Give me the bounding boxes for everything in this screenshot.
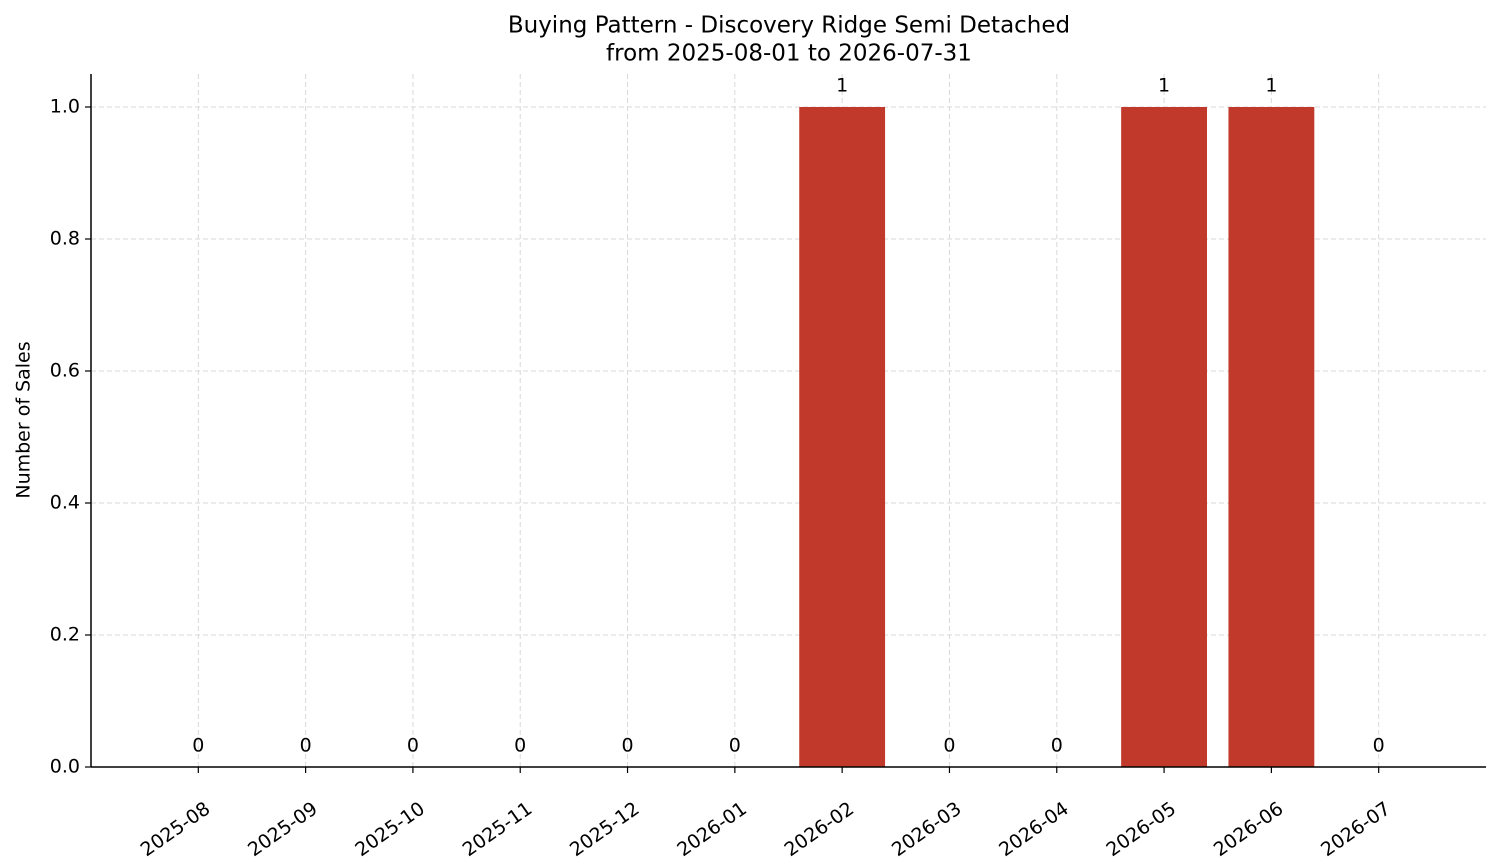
data-label: 0 xyxy=(1373,735,1385,757)
x-tick-label: 2026-05 xyxy=(1102,798,1180,862)
bar xyxy=(799,107,886,767)
data-label: 0 xyxy=(407,735,419,757)
x-tick-label: 2025-09 xyxy=(244,798,322,862)
data-label: 0 xyxy=(1051,735,1063,757)
data-label: 1 xyxy=(1158,75,1170,97)
x-tick-label: 2026-04 xyxy=(995,798,1073,862)
y-axis-label: Number of Sales xyxy=(13,341,35,498)
x-tick-label: 2026-02 xyxy=(781,798,859,862)
data-label: 0 xyxy=(943,735,955,757)
data-label: 1 xyxy=(836,75,848,97)
bar xyxy=(1228,107,1315,767)
y-tick-label: 0.4 xyxy=(50,492,80,514)
data-label: 1 xyxy=(1265,75,1277,97)
x-tick-label: 2026-07 xyxy=(1317,798,1395,862)
y-tick-label: 0.0 xyxy=(50,756,80,778)
chart-subtitle: from 2025-08-01 to 2026-07-31 xyxy=(606,41,972,67)
x-tick-label: 2025-08 xyxy=(137,798,215,862)
bar xyxy=(1121,107,1207,767)
y-tick-label: 1.0 xyxy=(50,96,80,118)
x-tick-label: 2026-03 xyxy=(888,798,966,862)
x-tick-label: 2025-10 xyxy=(351,798,429,862)
y-tick-label: 0.2 xyxy=(50,624,80,646)
x-tick-label: 2025-12 xyxy=(566,798,644,862)
y-tick-label: 0.6 xyxy=(50,360,80,382)
data-label: 0 xyxy=(514,735,526,757)
y-tick-label: 0.8 xyxy=(50,228,80,250)
data-label: 0 xyxy=(300,735,312,757)
chart-title: Buying Pattern - Discovery Ridge Semi De… xyxy=(508,13,1070,39)
data-label: 0 xyxy=(192,735,204,757)
data-label: 0 xyxy=(729,735,741,757)
x-tick-label: 2026-01 xyxy=(673,798,751,862)
x-tick-label: 2025-11 xyxy=(459,798,537,862)
data-label: 0 xyxy=(621,735,633,757)
x-tick-label: 2026-06 xyxy=(1210,798,1288,862)
